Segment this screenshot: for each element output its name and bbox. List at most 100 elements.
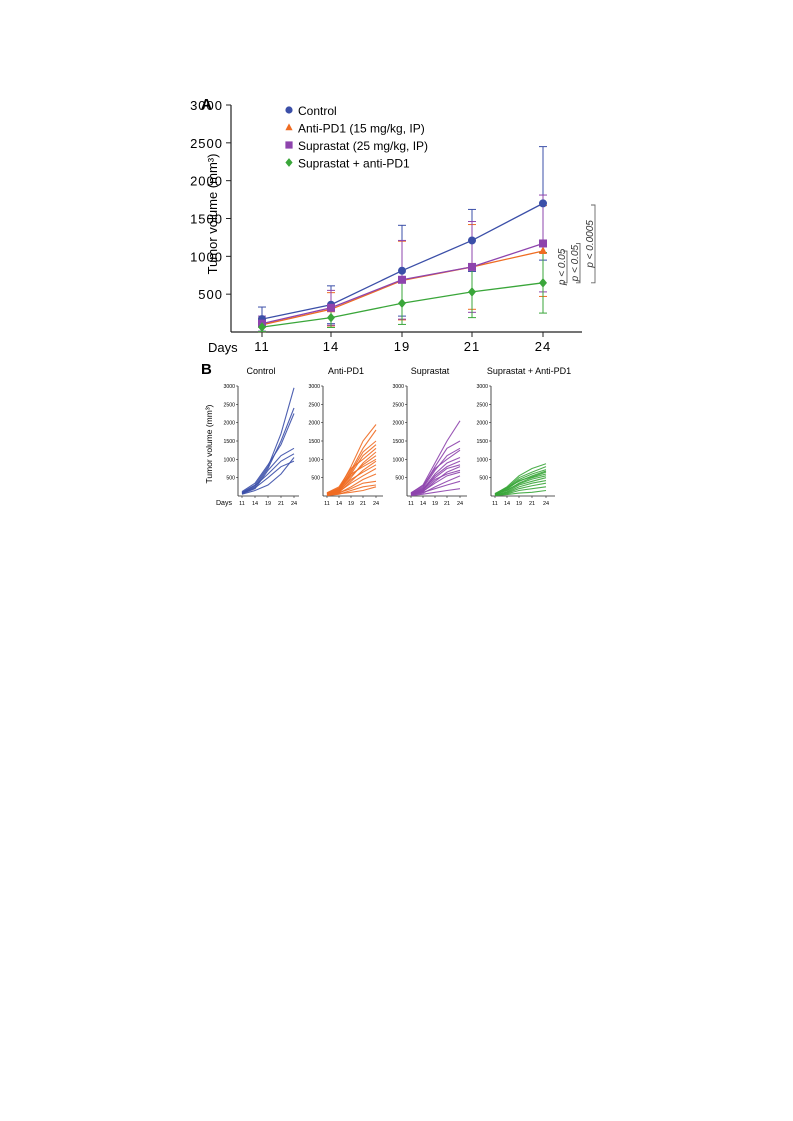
y-tick-label: 1500	[308, 439, 320, 445]
individual-tumor-line	[326, 440, 377, 494]
panel-b-charts: Control 500 1000 1500 2000 2500 3000 11 14 19 21 24…	[223, 366, 571, 507]
individual-tumor-line	[410, 475, 461, 496]
p-value-label: p < 0.0005	[585, 220, 596, 269]
y-tick-label: 500	[311, 476, 320, 482]
x-tick-label: 21	[360, 501, 366, 507]
individual-tumor-line	[410, 464, 461, 495]
x-tick-label: 19	[348, 501, 354, 507]
subplot-title: Anti-PD1	[328, 366, 364, 376]
subplot-title: Suprastat	[411, 366, 450, 376]
data-point	[398, 298, 406, 309]
x-tick-label: 14	[504, 501, 510, 507]
subplot-2: Suprastat 500 1000 1500 2000 2500 3000 11 14 19 21…	[392, 366, 467, 507]
individual-tumor-line	[494, 489, 547, 497]
panel-a-y-axis-label: Tumor volume (mm³)	[205, 154, 220, 275]
bracket-line	[563, 250, 568, 284]
x-tick-label: 24	[457, 501, 463, 507]
x-tick-label: 11	[408, 501, 414, 507]
panel-b-days-label: Days	[216, 500, 232, 507]
x-tick-label: 14	[336, 501, 342, 507]
individual-tumor-line	[410, 440, 461, 494]
data-point	[398, 275, 406, 284]
legend-marker	[285, 141, 293, 149]
x-tick-label: 14	[420, 501, 426, 507]
individual-tumor-line	[241, 387, 295, 493]
y-tick-label: 500	[479, 476, 488, 482]
subplot-title: Suprastat + Anti-PD1	[487, 366, 571, 376]
x-tick-label: 24	[373, 501, 379, 507]
x-tick-label: 19	[394, 339, 410, 354]
legend-marker	[285, 123, 293, 131]
individual-tumor-line	[410, 471, 461, 496]
subplot-title: Control	[246, 366, 275, 376]
individual-tumor-line	[494, 475, 547, 496]
x-tick-label: 14	[323, 339, 339, 354]
x-tick-label: 24	[291, 501, 297, 507]
subplot-3: Suprastat + Anti-PD1 500 1000 1500 2000 2500 3…	[476, 366, 571, 507]
data-point	[327, 312, 335, 323]
y-tick-label: 500	[226, 476, 235, 482]
legend-label: Suprastat (25 mg/kg, IP)	[298, 139, 428, 153]
data-point	[539, 239, 547, 248]
x-tick-label: 21	[278, 501, 284, 507]
legend-label: Anti-PD1 (15 mg/kg, IP)	[298, 122, 425, 136]
x-tick-label: 21	[464, 339, 480, 354]
panel-a-label: A	[201, 96, 212, 113]
y-tick-label: 3000	[190, 98, 223, 113]
p-value-label: p < 0.05	[557, 248, 568, 286]
individual-tumor-line	[326, 455, 377, 495]
individual-tumor-line	[410, 488, 461, 497]
y-tick-label: 3000	[308, 384, 320, 390]
y-tick-label: 2500	[392, 402, 404, 408]
x-tick-label: 21	[529, 501, 535, 507]
x-tick-label: 14	[252, 501, 258, 507]
y-tick-label: 1500	[392, 439, 404, 445]
data-point	[258, 322, 266, 332]
data-point	[468, 262, 476, 271]
y-tick-label: 2500	[190, 136, 223, 151]
individual-tumor-line	[241, 413, 295, 493]
legend-label: Control	[298, 104, 337, 118]
y-tick-label: 2500	[308, 402, 320, 408]
x-tick-label: 19	[516, 501, 522, 507]
x-tick-label: 24	[535, 339, 551, 354]
p-value-label: p < 0.05	[570, 244, 581, 282]
y-tick-label: 2000	[223, 421, 235, 427]
x-tick-label: 21	[444, 501, 450, 507]
legend-marker	[285, 106, 293, 114]
individual-tumor-line	[241, 453, 295, 494]
data-point	[398, 266, 406, 275]
data-point	[539, 199, 547, 208]
y-tick-label: 1500	[476, 439, 488, 445]
y-tick-label: 3000	[392, 384, 404, 390]
x-tick-label: 11	[324, 501, 330, 507]
y-tick-label: 1000	[308, 457, 320, 463]
y-tick-label: 500	[395, 476, 404, 482]
y-tick-label: 2500	[223, 402, 235, 408]
x-tick-label: 19	[432, 501, 438, 507]
x-tick-label: 11	[239, 501, 245, 507]
individual-tumor-line	[241, 457, 295, 495]
x-tick-label: 19	[265, 501, 271, 507]
individual-tumor-line	[326, 447, 377, 494]
subplot-0: Control 500 1000 1500 2000 2500 3000 11 14 19 21 24	[223, 366, 299, 507]
x-tick-label: 11	[254, 339, 270, 354]
y-tick-label: 3000	[223, 384, 235, 390]
y-tick-label: 1000	[392, 457, 404, 463]
y-tick-label: 2000	[392, 421, 404, 427]
individual-tumor-line	[326, 464, 377, 495]
panel-a-days-label: Days	[208, 340, 238, 355]
data-point	[468, 287, 476, 297]
x-tick-label: 11	[492, 501, 498, 507]
y-tick-label: 2000	[190, 174, 223, 189]
subplot-1: Anti-PD1 500 1000 1500 2000 2500 3000 11 14 19 21 2…	[308, 366, 383, 507]
significance-bracket: p < 0.05	[570, 243, 581, 284]
individual-tumor-line	[326, 480, 377, 496]
y-tick-label: 3000	[476, 384, 488, 390]
individual-tumor-line	[326, 486, 377, 496]
individual-tumor-line	[494, 480, 547, 496]
data-point	[539, 246, 547, 255]
individual-tumor-line	[410, 449, 461, 494]
individual-tumor-line	[326, 468, 377, 496]
